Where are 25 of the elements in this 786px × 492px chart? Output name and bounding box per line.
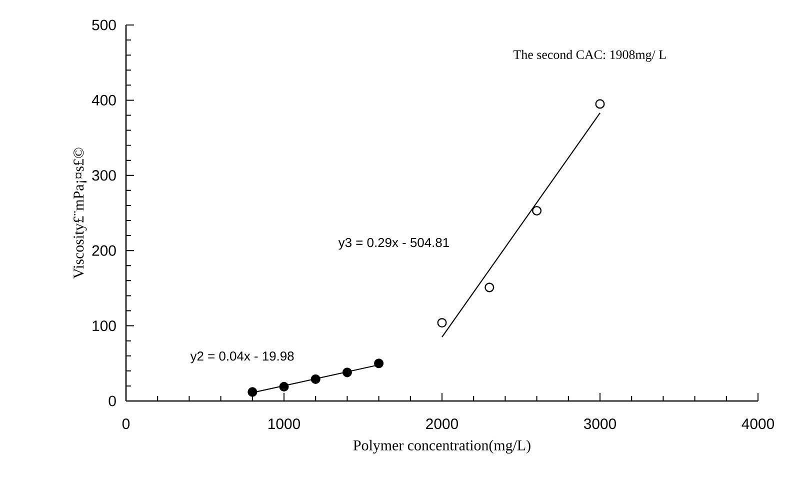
- y-tick-label: 100: [92, 320, 116, 332]
- point: [279, 382, 289, 392]
- point: [310, 374, 320, 384]
- x-tick-label: 2000: [426, 418, 458, 430]
- point: [595, 99, 605, 109]
- annotation: y2 = 0.04x - 19.98: [190, 352, 294, 364]
- annotation: The second CAC: 1908mg/ L: [514, 50, 666, 62]
- y-axis-title: Viscosity£¨mPa¡¤s£©: [74, 148, 87, 279]
- point: [437, 318, 447, 328]
- y-tick-label: 0: [108, 396, 116, 406]
- y-tick-label: 300: [92, 170, 116, 181]
- point: [342, 368, 352, 378]
- x-axis-title: Polymer concentration(mg/L): [353, 440, 530, 454]
- point: [484, 282, 494, 292]
- y-tick-label: 200: [92, 245, 116, 256]
- y-tick-label: 500: [92, 20, 116, 30]
- x-tick-label: 4000: [742, 418, 774, 430]
- x-tick-label: 1000: [268, 418, 300, 430]
- x-tick-label: 3000: [584, 418, 616, 430]
- point: [532, 206, 542, 216]
- x-tick-label: 0: [122, 418, 130, 430]
- y-tick-label: 400: [92, 94, 116, 106]
- annotation: y3 = 0.29x - 504.81: [338, 238, 449, 250]
- point: [374, 358, 384, 368]
- point: [248, 387, 258, 397]
